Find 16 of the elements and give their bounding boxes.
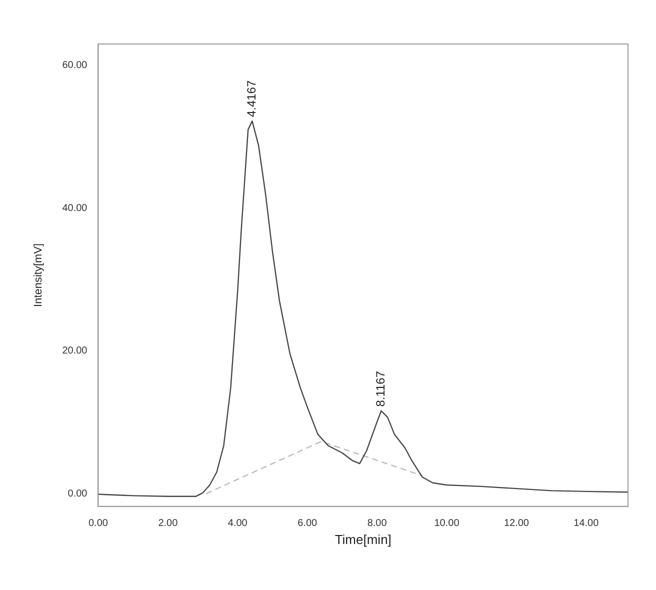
x-tick-label: 0.00 xyxy=(88,518,108,530)
x-tick-label: 8.00 xyxy=(367,518,388,530)
y-tick-label: 20.00 xyxy=(62,346,88,357)
x-axis-title: Time[min] xyxy=(334,532,392,547)
y-tick-label: 0.00 xyxy=(68,488,88,500)
annotation: 4.4167 xyxy=(244,80,258,118)
x-tick-label: 14.00 xyxy=(574,518,600,530)
x-tick-label: 12.00 xyxy=(504,518,530,530)
x-tick-label: 2.00 xyxy=(158,518,178,530)
x-tick-label: 4.00 xyxy=(228,518,248,530)
x-tick-label: 6.00 xyxy=(298,518,318,530)
y-axis-title: Intensity[mV] xyxy=(32,243,45,307)
y-tick-label: 40.00 xyxy=(62,202,88,214)
y-tick-label: 60.00 xyxy=(62,60,88,72)
x-tick-label: 10.00 xyxy=(434,518,460,530)
annotation: 8.1167 xyxy=(373,370,388,407)
